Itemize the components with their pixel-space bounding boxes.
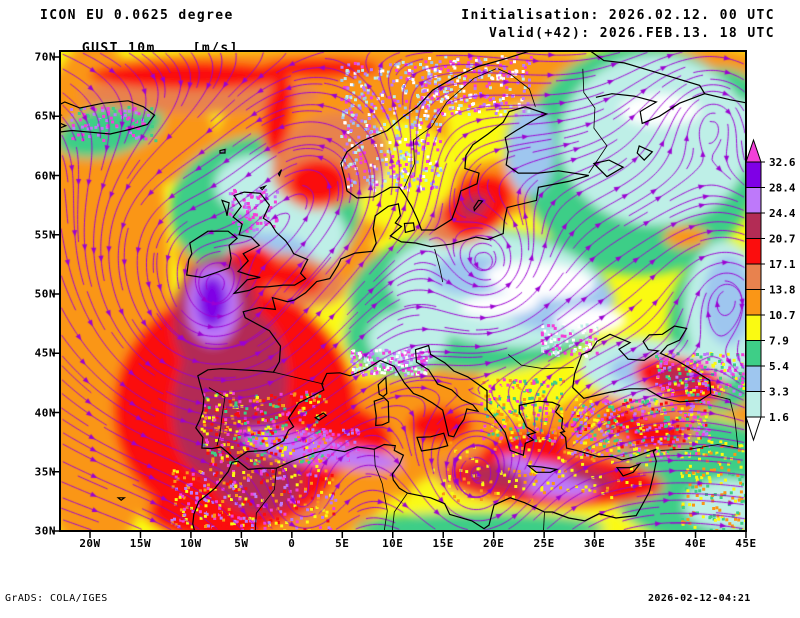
color-scale-legend: 32.6 28.4 24.4 20.7 17.1 13.8 10.7 7.9 5.4 3.3 1.6 [745,138,796,442]
lat-tick-label: 55N [34,228,56,242]
legend-color-band [745,340,762,367]
coastline-path [373,397,390,427]
coastline-path [660,444,739,451]
lon-tick-label: 5W [234,537,249,550]
coastline-path [314,412,328,421]
legend-color-band [745,391,762,418]
legend-value-label: 13.8 [769,284,796,297]
lon-tick-label: 15E [432,537,454,550]
coastline-path [254,468,277,531]
lon-tick-label: 35E [634,537,656,550]
lon-tick-label: 20W [79,537,101,550]
coastline-path [543,511,545,531]
coastline-path [710,394,739,449]
legend-color-band [745,238,762,265]
coastline-path [615,462,642,477]
legend-value-label: 5.4 [769,360,789,373]
lon-tick-label: 10W [180,537,202,550]
valid-time-title: Valid(+42): 2026.FEB.13. 18 UTC [488,26,775,41]
coastline-path [220,199,230,216]
coastline-path [192,344,657,531]
legend-value-label: 20.7 [769,233,796,246]
coastline-path [186,230,239,279]
lon-tick-label: 20E [482,537,505,550]
coastline-path [273,371,324,385]
model-title: ICON EU 0.0625 degree [40,8,234,23]
lon-tick-label: 40E [684,537,707,550]
legend-value-label: 24.4 [769,207,796,220]
legend-color-band [745,263,762,290]
lat-tick-label: 35N [34,465,56,479]
coastline-path [526,465,559,473]
legend-color-band [745,289,762,316]
coastline-path [403,222,416,234]
coastline-path [473,199,484,212]
lon-tick-label: 25E [533,537,555,550]
legend-value-label: 3.3 [769,386,789,399]
legend-color-band [745,187,762,214]
coastline-path [277,169,283,177]
coastline-path [373,449,388,531]
coastline-path [589,51,746,104]
legend-color-band [745,161,762,188]
coastline-path [497,68,536,107]
lon-tick-label: 45E [735,537,757,550]
grads-credit: GrADS: COLA/IGES [5,593,108,604]
legend-value-label: 1.6 [769,411,789,424]
lon-tick-label: 5E [335,537,350,550]
lat-tick-label: 65N [34,109,56,123]
legend-color-band [745,365,762,392]
lat-tick-label: 50N [34,287,56,301]
legend-value-label: 10.7 [769,309,796,322]
creation-timestamp: 2026-02-12-04:21 [648,593,751,604]
lat-tick-label: 30N [34,524,56,538]
legend-value-label: 17.1 [769,258,796,271]
lon-tick-label: 30E [583,537,606,550]
coastline-path [582,68,608,174]
coastline-path [572,325,712,403]
init-time-title: Initialisation: 2026.02.12. 00 UTC [461,8,775,23]
wind-streamlines-canvas [60,51,746,531]
coastline-path [434,248,444,283]
legend-color-band [745,212,762,239]
coastline-path [416,432,449,452]
legend-under-arrow [745,416,762,442]
coastline-path [195,51,589,461]
coastline-path [592,159,625,178]
lat-tick-label: 45N [34,346,56,360]
coastline-path [116,497,127,501]
legend-value-label: 7.9 [769,335,789,348]
lon-tick-label: 10E [382,537,404,550]
legend-value-label: 32.6 [769,156,796,169]
coastline-path [404,68,497,188]
coastline-path [636,145,654,161]
coastline-path [232,191,309,295]
lat-tick-label: 60N [34,169,56,182]
coastline-path [219,148,226,154]
coastline-path [60,100,156,135]
legend-color-band [745,314,762,341]
coastline-path [391,492,408,531]
lat-tick-label: 70N [34,50,56,64]
coastline-path [259,184,268,191]
coastline-path [507,354,574,370]
lon-tick-label: 0 [288,537,296,550]
coastline-path [377,376,388,398]
legend-value-label: 28.4 [769,182,796,195]
lat-tick-label: 40N [34,406,56,419]
coastline-path [208,387,226,446]
lon-tick-label: 15W [129,537,152,550]
coastline-path [595,93,705,125]
legend-over-arrow [745,138,762,163]
